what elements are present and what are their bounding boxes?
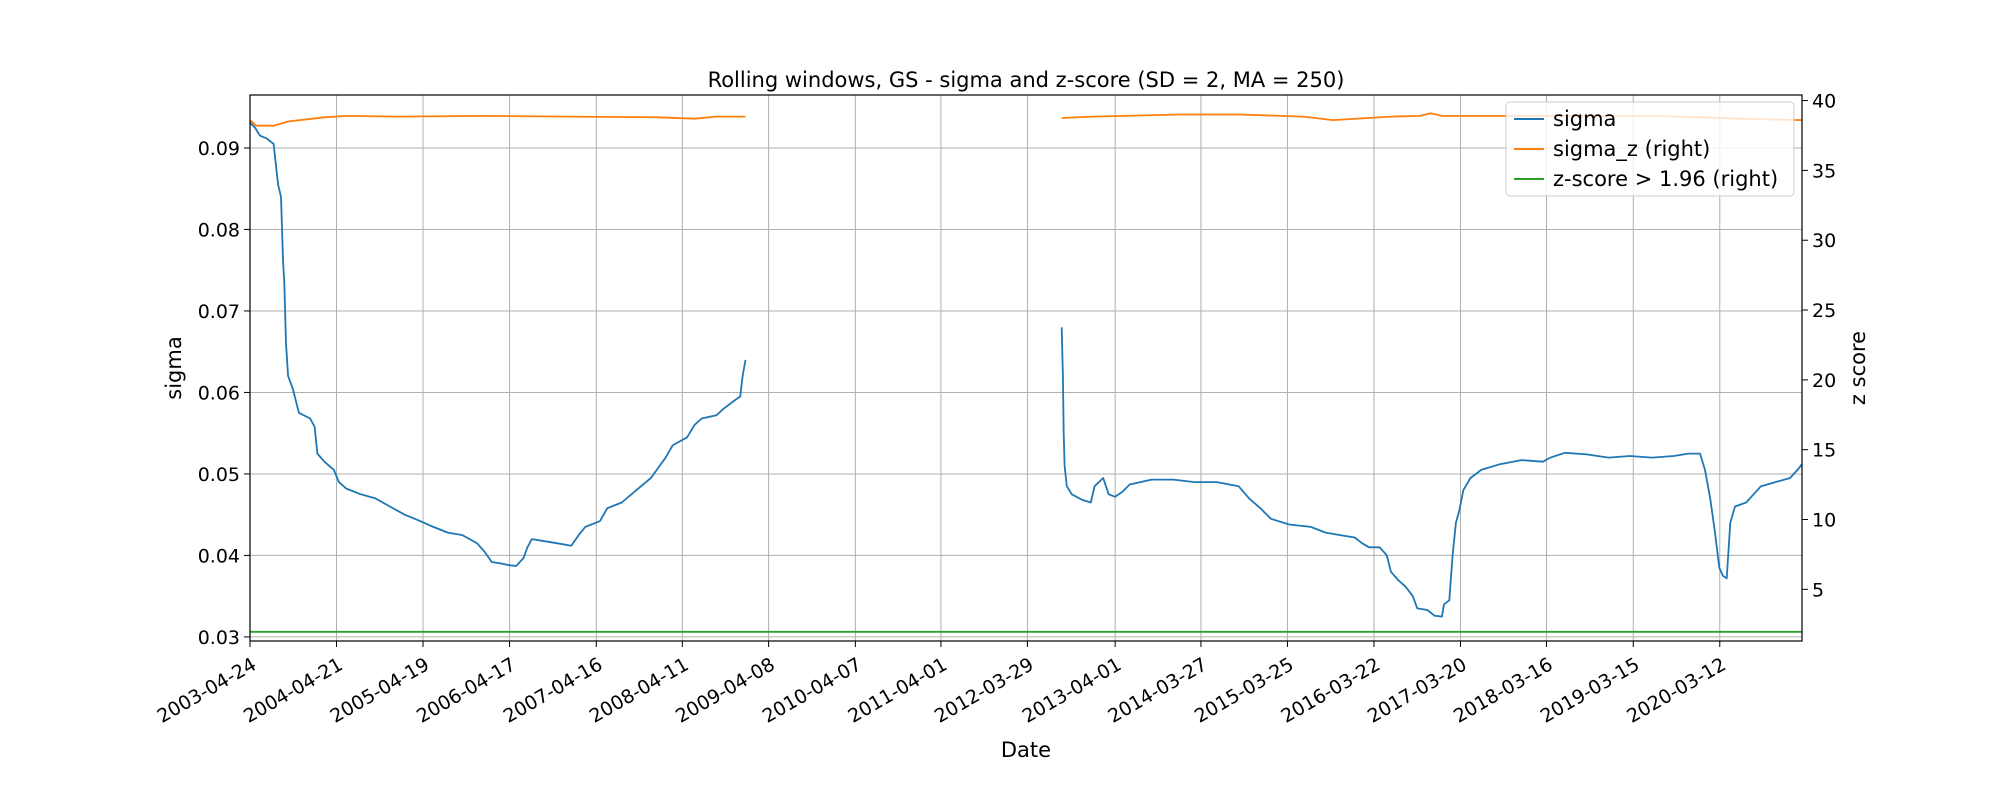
y-tick-label: 0.03 [198,627,240,649]
plot-frame [249,94,1803,642]
y-axis-label-right: z score [1846,331,1870,405]
y-tick-label: 0.04 [198,545,240,567]
y-axis-label-left: sigma [162,336,186,399]
y-axis-left-ticks: 0.03 0.04 0.05 0.06 0.07 0.08 0.09 [198,138,250,649]
legend-frame [1505,101,1795,197]
grid [249,95,1802,641]
legend-label-sigma: sigma [1553,107,1616,131]
legend: sigma sigma_z (right) z-score > 1.96 (ri… [1505,101,1795,197]
series-line-sigma [1060,327,1802,618]
y-right-tick-label: 5 [1812,579,1824,601]
y-right-tick-label: 10 [1812,510,1836,532]
x-axis-label: Date [1001,738,1051,762]
y-axis-right-ticks: 5 10 15 20 25 30 35 40 [1802,91,1836,601]
y-right-tick-label: 40 [1812,91,1836,113]
series-line-sigma [250,122,747,567]
y-tick-label: 0.08 [198,219,240,241]
y-right-tick-label: 30 [1812,230,1836,252]
chart-title: Rolling windows, GS - sigma and z-score … [708,68,1345,92]
y-tick-label: 0.05 [198,464,240,486]
y-tick-label: 0.06 [198,382,240,404]
legend-label-sigma-z: sigma_z (right) [1553,137,1710,162]
y-right-tick-label: 35 [1812,160,1836,182]
plot-series [250,112,1802,633]
y-tick-label: 0.09 [198,138,240,160]
y-tick-label: 0.07 [198,301,240,323]
y-right-tick-label: 20 [1812,370,1836,392]
legend-label-z-threshold: z-score > 1.96 (right) [1553,167,1778,191]
y-right-tick-label: 25 [1812,300,1836,322]
series-line-sigma-z-right [250,115,746,127]
y-right-tick-label: 15 [1812,440,1836,462]
